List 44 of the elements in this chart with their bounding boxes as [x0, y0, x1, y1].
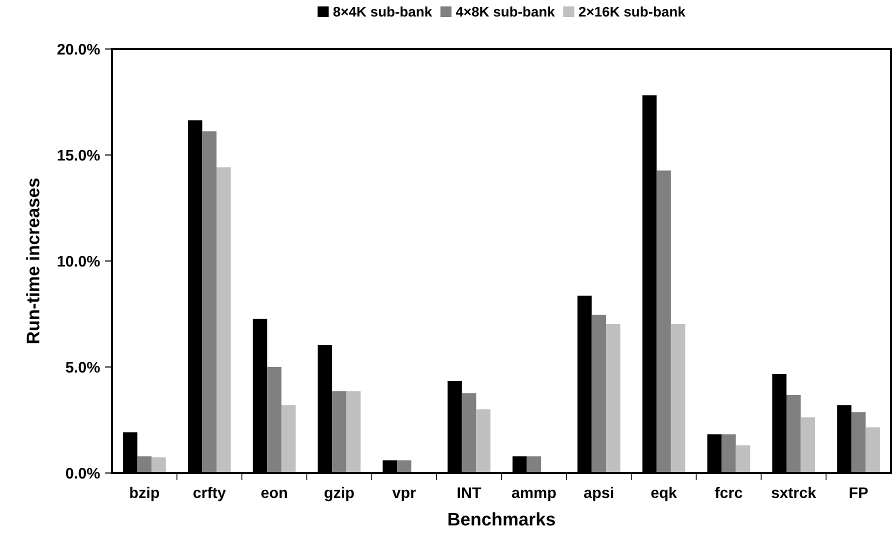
bar — [152, 457, 166, 473]
bar — [281, 405, 296, 473]
legend-label: 8×4K sub-bank — [333, 6, 432, 17]
bar — [216, 167, 231, 473]
x-tick-label: fcrc — [714, 486, 742, 498]
bar — [736, 445, 750, 473]
bar — [476, 409, 490, 473]
bar — [606, 324, 620, 473]
x-tick-label: crfty — [193, 486, 226, 502]
x-tick-label: eqk — [651, 486, 677, 502]
bar — [800, 417, 816, 473]
x-tick-label: sxtrck — [772, 486, 816, 498]
x-tick-label: eon — [261, 490, 287, 498]
bar — [670, 324, 686, 473]
x-tick-label: FP — [850, 487, 868, 498]
x-tick-label: apsi — [584, 486, 614, 502]
x-tick-label: vpr — [392, 490, 416, 502]
bar — [202, 131, 217, 473]
bar — [346, 391, 361, 473]
bar — [462, 393, 476, 473]
bar — [137, 456, 152, 473]
x-axis-title: Benchmarks — [448, 512, 555, 526]
bar — [851, 412, 866, 473]
y-tick-label: 0.0% — [66, 468, 100, 479]
y-tick-label: 15.0% — [58, 150, 100, 161]
bar — [786, 394, 801, 473]
x-tick-label: bzip — [130, 486, 160, 502]
bar — [526, 456, 542, 473]
bar — [332, 391, 346, 473]
bar — [866, 427, 880, 473]
x-tick-label: ammp — [512, 490, 556, 502]
y-axis-title: Run-time increases — [26, 178, 40, 344]
x-tick-label: gzip — [324, 486, 354, 502]
bar — [267, 367, 282, 473]
bar — [656, 170, 671, 473]
legend-label: 2×16K sub-bank — [578, 6, 686, 17]
y-tick-label: 5.0% — [66, 362, 100, 373]
bar — [592, 314, 606, 473]
bar — [396, 460, 412, 473]
x-tick-label: INT — [458, 487, 482, 498]
y-tick-label: 20.0% — [57, 44, 100, 55]
legend-label: 4×8K sub-bank — [456, 6, 555, 17]
bar — [722, 434, 736, 473]
y-tick-label: 10.0% — [58, 256, 100, 267]
